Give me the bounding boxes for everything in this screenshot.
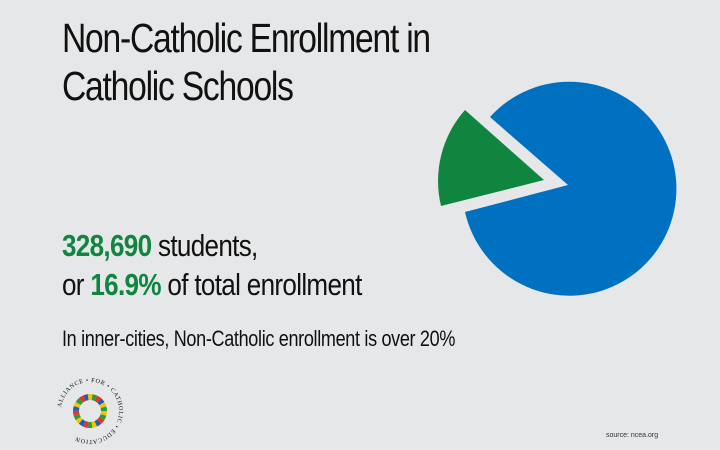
source-note: source: ncea.org xyxy=(606,432,659,439)
inner-city-note: In inner-cities, Non-Catholic enrollment… xyxy=(62,326,456,351)
title-line-1: Non-Catholic Enrollment in xyxy=(62,15,431,61)
pie-slice-catholic xyxy=(465,81,677,296)
stat-prefix: or xyxy=(62,267,91,302)
students-count: 328,690 xyxy=(62,228,152,263)
title-line-2: Catholic Schools xyxy=(62,63,294,109)
enrollment-stat: 328,690 students, or 16.9% of total enro… xyxy=(62,226,362,304)
percent-value: 16.9% xyxy=(90,267,161,302)
stat-line-2: or 16.9% of total enrollment xyxy=(62,265,362,304)
stat-line-1: 328,690 students, xyxy=(62,226,362,265)
percent-label: of total enrollment xyxy=(160,267,362,302)
alliance-logo: ALLIANCE • FOR • CATHOLIC • EDUCATION xyxy=(56,377,123,445)
page-title: Non-Catholic Enrollment in Catholic Scho… xyxy=(62,14,431,110)
students-label: students, xyxy=(151,228,258,263)
logo-figures-icon xyxy=(73,394,107,428)
pie-slice-non-catholic xyxy=(438,110,544,206)
